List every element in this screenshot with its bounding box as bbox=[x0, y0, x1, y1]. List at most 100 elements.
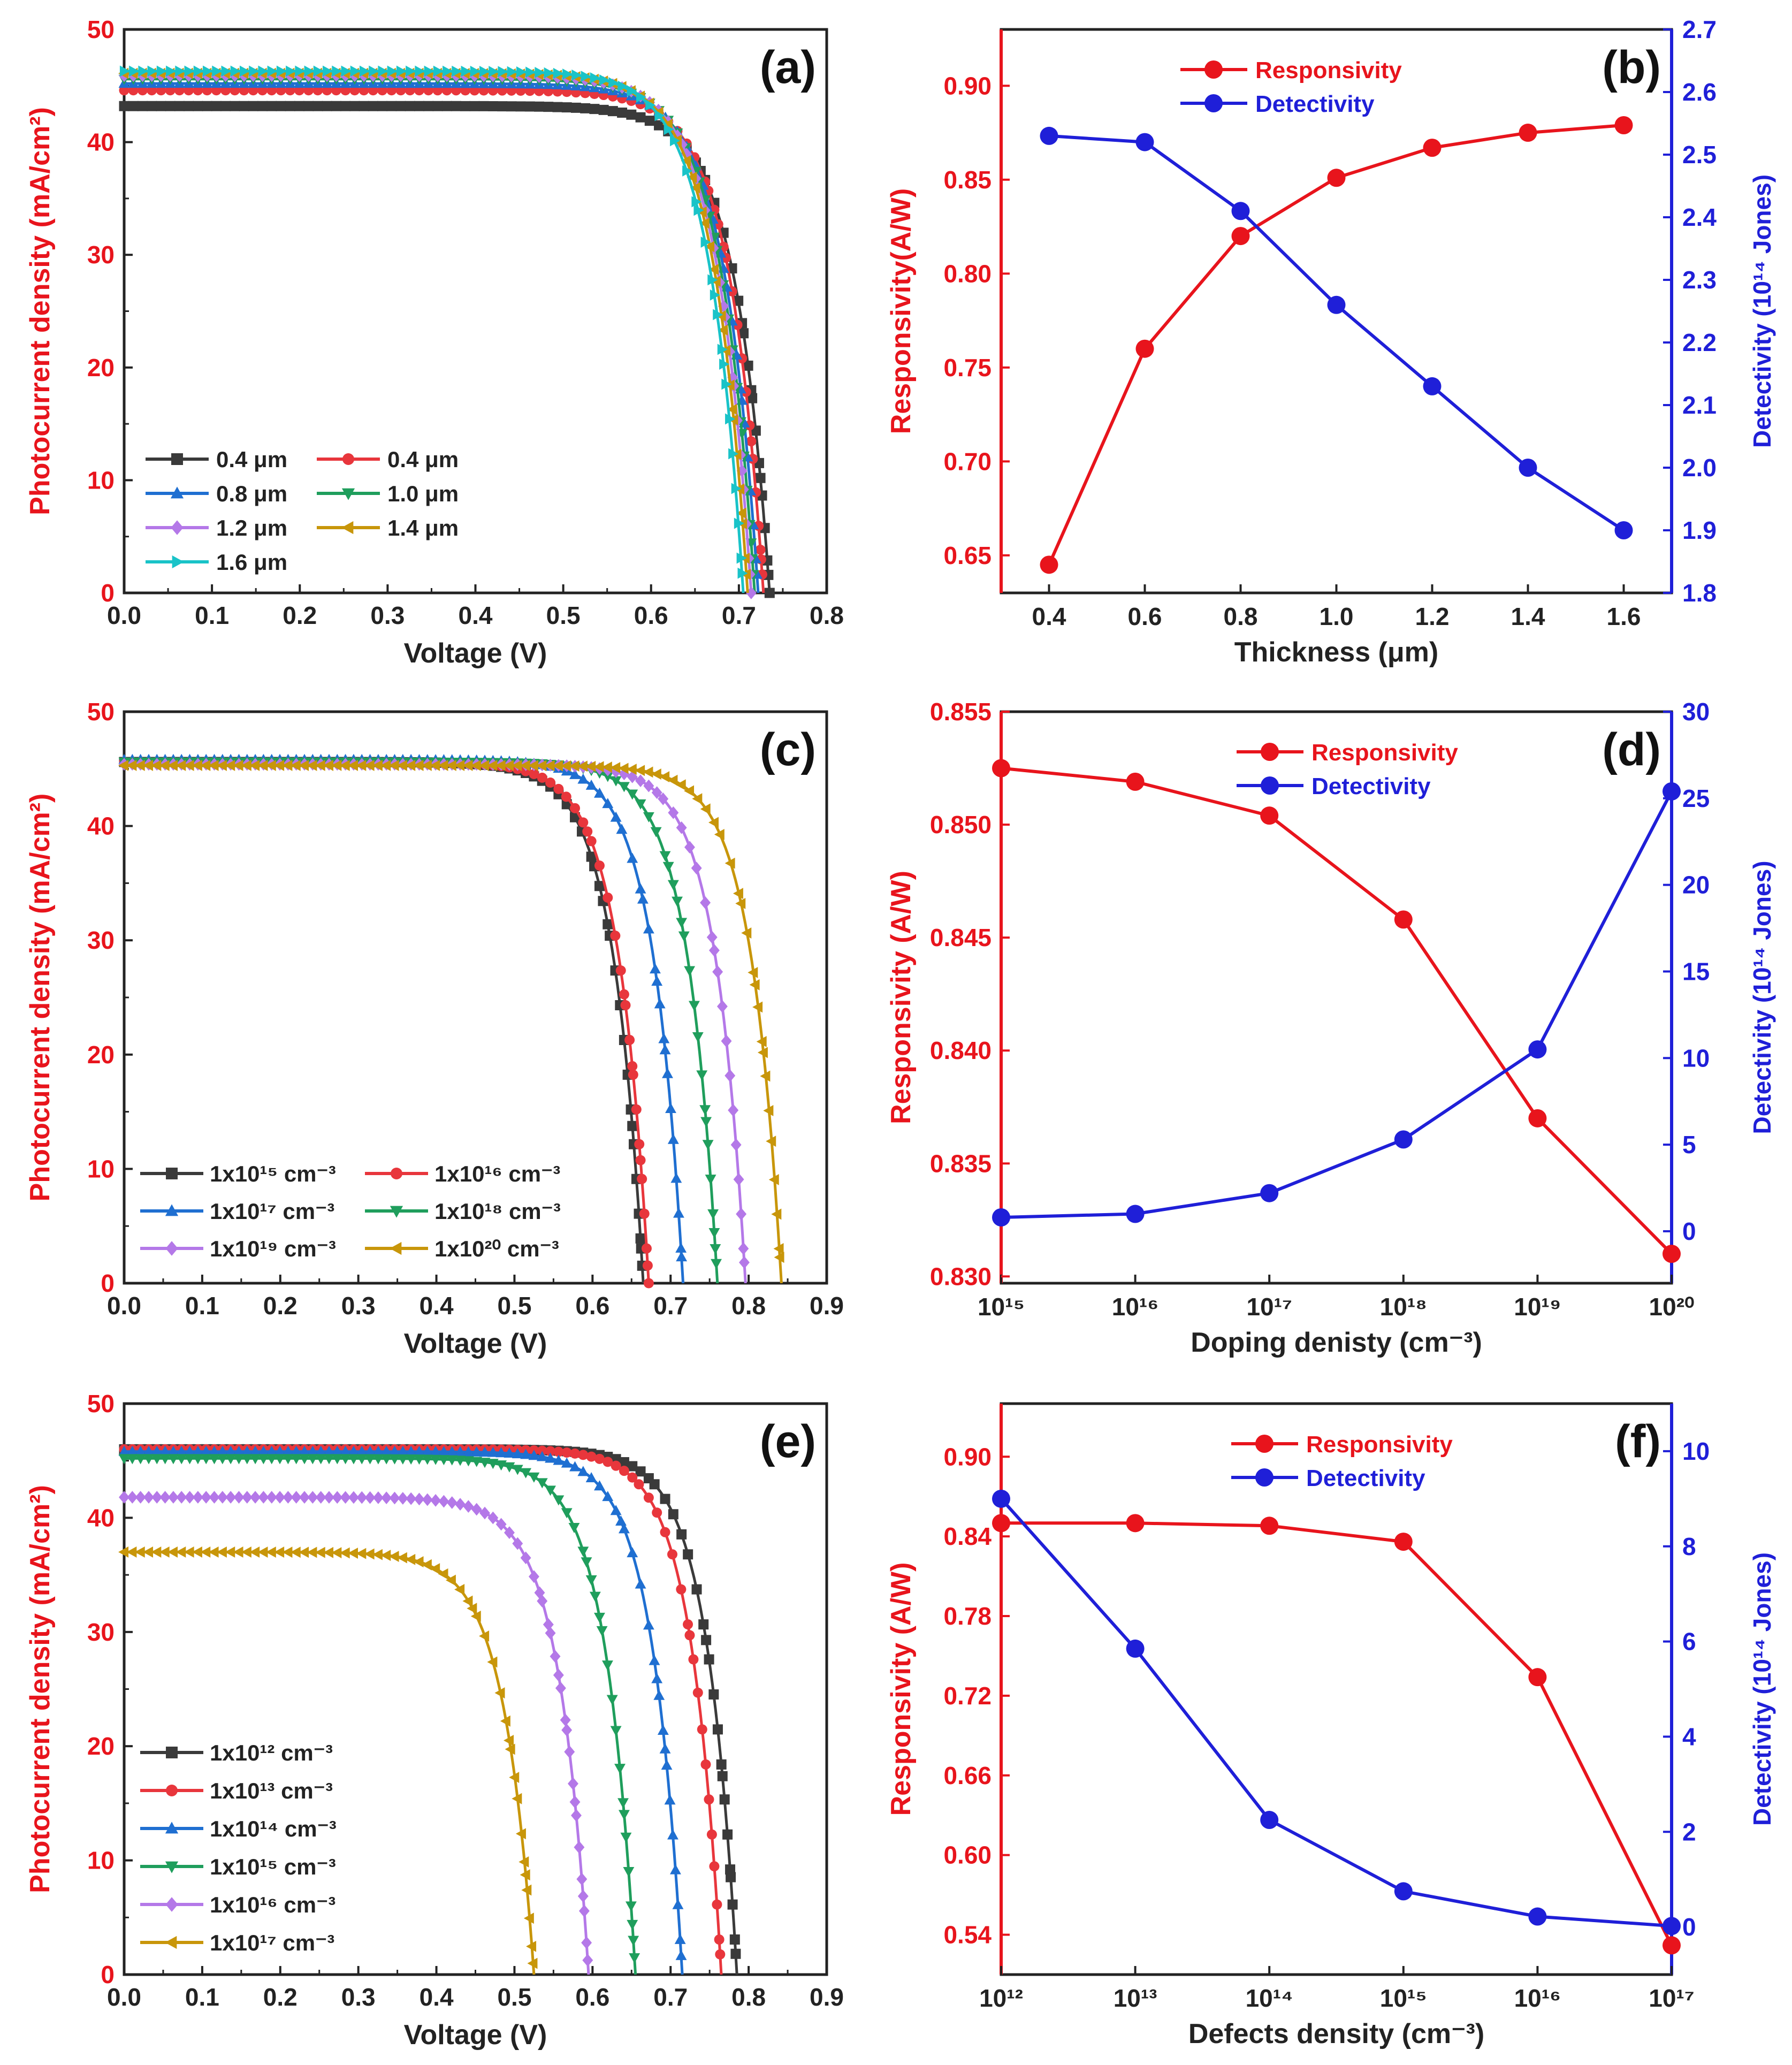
data-point bbox=[555, 1681, 566, 1695]
data-point bbox=[396, 1552, 407, 1564]
data-point bbox=[167, 1546, 178, 1558]
data-point bbox=[585, 779, 597, 790]
data-point bbox=[147, 65, 158, 77]
data-point bbox=[667, 1829, 678, 1840]
right-y-tick-label: 25 bbox=[1682, 784, 1710, 812]
data-point bbox=[495, 1460, 507, 1471]
right-y-axis-label: Detectivity (10¹⁴ Jones) bbox=[1748, 1552, 1776, 1826]
data-point bbox=[738, 328, 749, 339]
data-point bbox=[192, 1454, 204, 1465]
data-point bbox=[257, 759, 268, 771]
data-point bbox=[135, 1454, 147, 1465]
data-point bbox=[725, 1069, 736, 1082]
data-point bbox=[700, 237, 711, 248]
legend-item: 1.2 μm bbox=[146, 515, 287, 540]
data-point bbox=[614, 1764, 626, 1774]
data-point bbox=[1135, 133, 1154, 151]
legend-marker bbox=[341, 521, 354, 535]
data-point bbox=[585, 1575, 597, 1586]
data-point bbox=[233, 1454, 245, 1465]
data-point bbox=[645, 100, 656, 111]
data-point bbox=[299, 1454, 310, 1465]
data-point bbox=[667, 1549, 677, 1560]
data-point bbox=[628, 1069, 638, 1080]
data-point bbox=[295, 65, 306, 77]
data-point bbox=[760, 1070, 771, 1082]
data-point bbox=[552, 760, 563, 772]
data-point bbox=[307, 1445, 318, 1456]
data-point bbox=[639, 1208, 650, 1219]
data-point bbox=[504, 760, 514, 771]
legend-marker bbox=[341, 488, 355, 500]
panel-c: 0.0 0.1 0.2 0.3 0.4 0.5 0.6 0.7 0.8 0.9 0 10 20 30 40 5… bbox=[25, 698, 844, 1359]
data-point bbox=[667, 774, 678, 786]
data-point bbox=[200, 1445, 212, 1456]
data-point bbox=[454, 759, 465, 771]
plot-frame bbox=[123, 1402, 828, 1976]
data-point bbox=[545, 1446, 556, 1457]
legend-item: 1.6 μm bbox=[146, 550, 287, 575]
data-point bbox=[200, 1454, 212, 1465]
data-point bbox=[307, 759, 317, 771]
legend-label: 1.4 μm bbox=[387, 515, 459, 540]
data-point bbox=[414, 1454, 425, 1465]
data-point bbox=[676, 1251, 688, 1262]
series-line bbox=[124, 758, 685, 1284]
data-point bbox=[438, 1446, 449, 1457]
data-point bbox=[451, 101, 461, 111]
data-point bbox=[241, 1454, 253, 1465]
data-point bbox=[570, 1809, 582, 1822]
data-point bbox=[221, 65, 232, 77]
data-point bbox=[341, 65, 352, 77]
y-tick-label: 30 bbox=[87, 1618, 115, 1646]
data-point bbox=[586, 1451, 597, 1462]
left-y-tick-label: 0.66 bbox=[943, 1762, 992, 1789]
data-point bbox=[702, 1140, 714, 1150]
data-point bbox=[618, 763, 629, 774]
y-tick-label: 20 bbox=[87, 1041, 115, 1069]
data-point bbox=[684, 785, 695, 797]
data-point bbox=[397, 1445, 409, 1456]
data-point bbox=[725, 857, 735, 869]
data-point bbox=[589, 104, 600, 115]
x-tick-label: 0.8 bbox=[731, 1983, 766, 2011]
y-axis-label: Photocurrent density (mA/cm²) bbox=[25, 1485, 56, 1893]
data-point bbox=[736, 1207, 747, 1221]
data-point bbox=[239, 101, 249, 111]
x-tick-label: 10¹⁷ bbox=[1246, 1293, 1292, 1321]
right-y-tick-label: 2.4 bbox=[1682, 203, 1717, 231]
right-y-tick-label: 6 bbox=[1682, 1628, 1696, 1656]
data-point bbox=[659, 1044, 671, 1055]
data-point bbox=[719, 359, 730, 370]
data-point bbox=[1327, 295, 1346, 314]
data-point bbox=[462, 1446, 474, 1457]
data-point bbox=[610, 776, 622, 787]
data-point bbox=[577, 760, 588, 772]
data-point bbox=[577, 1546, 589, 1557]
data-point bbox=[649, 963, 661, 974]
data-point bbox=[618, 1523, 630, 1534]
data-point bbox=[380, 759, 391, 771]
data-point bbox=[512, 1793, 522, 1804]
data-point bbox=[331, 1454, 343, 1465]
data-point bbox=[507, 66, 517, 78]
data-point bbox=[700, 896, 711, 909]
data-point bbox=[1528, 1040, 1547, 1059]
data-point bbox=[454, 1446, 466, 1457]
data-point bbox=[119, 1491, 129, 1504]
legend-marker bbox=[165, 1204, 179, 1216]
data-point bbox=[118, 1445, 130, 1456]
data-point bbox=[749, 979, 760, 990]
data-point bbox=[248, 101, 258, 111]
legend: 0.4 μm 0.4 μm 0.8 μm 1.0 μm 1.2 μm 1.4 μm 1.6 … bbox=[146, 447, 459, 575]
data-point bbox=[545, 777, 556, 788]
panel-d: 10¹⁵ 10¹⁶ 10¹⁷ 10¹⁸ 10¹⁹ 10²⁰ 0.830 0.835 0.840 0… bbox=[886, 698, 1776, 1358]
data-point bbox=[697, 1724, 707, 1735]
data-point bbox=[721, 1034, 732, 1048]
legend-marker bbox=[171, 453, 183, 465]
data-point bbox=[406, 65, 416, 77]
legend-label: Detectivity bbox=[1311, 773, 1431, 799]
legend-item: 1x10¹⁷ cm⁻³ bbox=[140, 1199, 334, 1224]
data-point bbox=[627, 1461, 638, 1472]
data-point bbox=[570, 102, 581, 113]
